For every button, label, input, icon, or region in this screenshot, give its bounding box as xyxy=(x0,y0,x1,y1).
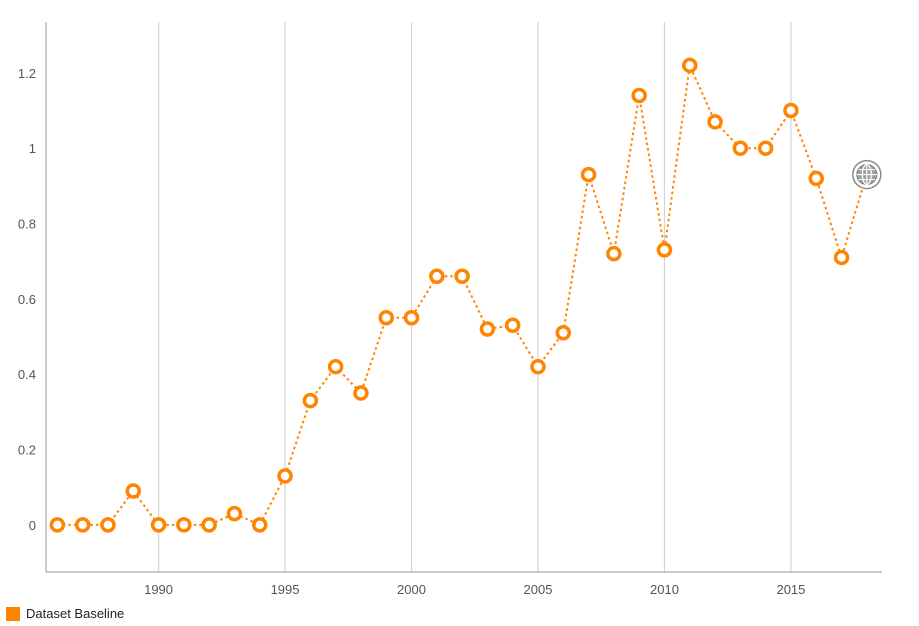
axes xyxy=(45,22,882,573)
data-point[interactable] xyxy=(682,57,698,74)
y-tick-label: 0.4 xyxy=(18,367,36,382)
data-point[interactable] xyxy=(530,358,546,375)
data-point[interactable] xyxy=(150,517,167,533)
data-point[interactable] xyxy=(201,517,217,533)
data-point[interactable] xyxy=(378,309,394,326)
data-point[interactable] xyxy=(74,517,91,533)
y-tick-label: 1 xyxy=(29,141,36,156)
x-tick-label: 2005 xyxy=(524,582,553,597)
data-point[interactable] xyxy=(808,170,824,187)
data-point[interactable] xyxy=(226,505,243,522)
x-tick-label: 1990 xyxy=(144,582,173,597)
x-tick-labels: 1990 1995 2000 2005 2010 2015 xyxy=(144,582,805,597)
data-point[interactable] xyxy=(555,325,572,341)
data-point[interactable] xyxy=(429,268,445,285)
data-point[interactable] xyxy=(606,245,622,262)
y-tick-label: 0.2 xyxy=(18,443,36,458)
legend-label: Dataset Baseline xyxy=(26,606,125,621)
data-point[interactable] xyxy=(277,468,293,484)
legend-swatch xyxy=(6,606,20,621)
x-tick-label: 2010 xyxy=(650,582,679,597)
x-tick-label: 1995 xyxy=(271,582,300,597)
data-point[interactable] xyxy=(327,358,344,375)
data-point[interactable] xyxy=(125,483,142,499)
data-point[interactable] xyxy=(631,87,647,104)
data-point[interactable] xyxy=(580,166,597,183)
x-tick-label: 2015 xyxy=(776,582,805,597)
y-tick-label: 1.2 xyxy=(18,66,36,81)
data-point[interactable] xyxy=(656,242,673,258)
data-point[interactable] xyxy=(783,102,799,119)
data-point[interactable] xyxy=(757,140,774,156)
legend[interactable]: Dataset Baseline xyxy=(6,606,124,621)
y-tick-label: 0 xyxy=(29,518,36,533)
y-tick-label: 0.8 xyxy=(18,217,36,232)
data-point[interactable] xyxy=(403,309,420,326)
data-point[interactable] xyxy=(302,392,319,409)
data-point[interactable] xyxy=(707,114,723,130)
data-point[interactable] xyxy=(454,268,470,285)
series-dataset-baseline xyxy=(49,57,882,533)
data-point[interactable] xyxy=(833,249,850,266)
x-tick-label: 2000 xyxy=(397,582,426,597)
data-point[interactable] xyxy=(49,517,66,533)
data-point[interactable] xyxy=(176,517,192,533)
series-line xyxy=(57,61,868,527)
data-point[interactable] xyxy=(732,140,749,156)
data-point[interactable] xyxy=(251,517,268,533)
data-point[interactable] xyxy=(479,321,496,337)
y-tick-label: 0.6 xyxy=(18,292,36,307)
data-point[interactable] xyxy=(100,517,116,533)
y-tick-labels: 0 0.2 0.4 0.6 0.8 1 1.2 xyxy=(18,66,36,533)
data-point[interactable] xyxy=(353,385,369,401)
globe-icon[interactable] xyxy=(852,159,882,190)
data-point[interactable] xyxy=(504,317,521,334)
grid-lines xyxy=(157,22,792,572)
